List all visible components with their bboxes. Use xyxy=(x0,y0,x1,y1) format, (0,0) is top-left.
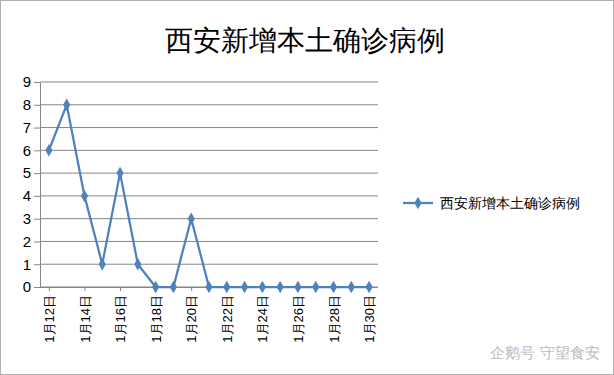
chart-frame xyxy=(1,1,614,375)
grid xyxy=(40,82,378,287)
x-tick: 1月22日 xyxy=(220,287,235,343)
y-axis-line xyxy=(40,83,41,288)
y-tick-label: 7 xyxy=(23,119,31,136)
series-marker xyxy=(223,281,230,293)
y-tick: 3 xyxy=(23,210,40,227)
y-tick: 6 xyxy=(23,142,40,159)
y-tick: 5 xyxy=(23,164,40,181)
series-marker xyxy=(312,281,319,293)
x-tick-mark xyxy=(49,287,50,291)
x-tick: 1月24日 xyxy=(255,287,270,343)
y-tick-mark xyxy=(34,196,40,197)
x-tick: 1月18日 xyxy=(149,287,164,343)
y-axis: 0 1 2 3 4 5 6 7 8 9 xyxy=(23,73,41,295)
y-tick-label: 9 xyxy=(23,73,31,90)
y-tick-mark xyxy=(34,264,40,265)
series-marker xyxy=(259,281,266,293)
y-tick-label: 6 xyxy=(23,142,31,159)
series-marker xyxy=(330,281,337,293)
x-tick-label: 1月20日 xyxy=(184,295,199,343)
series-marker xyxy=(205,281,212,293)
series-marker xyxy=(241,281,248,293)
grid-line xyxy=(40,173,378,174)
series-marker xyxy=(116,167,123,179)
x-tick-label: 1月26日 xyxy=(291,295,306,343)
y-tick-mark xyxy=(34,150,40,151)
x-tick: 1月30日 xyxy=(362,287,377,343)
legend: 西安新增本土确诊病例 xyxy=(403,195,580,211)
x-tick-mark xyxy=(120,287,121,291)
series-marker xyxy=(188,212,195,224)
x-axis: 1月12日 1月14日 1月16日 1月18日 1月20日 1月22日 1月24日 1月26日… xyxy=(40,287,378,343)
x-tick: 1月12日 xyxy=(42,287,57,343)
x-tick-label: 1月18日 xyxy=(149,295,164,343)
series-marker xyxy=(99,258,106,270)
series-marker xyxy=(277,281,284,293)
series-marker xyxy=(63,99,70,111)
grid-line xyxy=(40,264,378,265)
x-tick: 1月14日 xyxy=(78,287,93,343)
y-tick-mark xyxy=(34,287,40,288)
y-tick: 0 xyxy=(23,278,40,295)
series-marker xyxy=(134,258,141,270)
watermark: 企鹅号 守望食安 xyxy=(490,344,600,362)
y-tick-label: 8 xyxy=(23,96,31,113)
x-tick-mark xyxy=(191,287,192,291)
y-tick-label: 4 xyxy=(23,187,31,204)
series-line xyxy=(49,105,369,287)
x-tick: 1月20日 xyxy=(184,287,199,343)
x-tick-label: 1月30日 xyxy=(362,295,377,343)
y-tick: 7 xyxy=(23,119,40,136)
y-tick-mark xyxy=(34,128,40,129)
legend-marker xyxy=(414,197,421,209)
y-tick: 1 xyxy=(23,256,40,273)
series-marker xyxy=(170,281,177,293)
y-tick-mark xyxy=(34,105,40,106)
grid-line xyxy=(40,150,378,151)
x-tick-label: 1月24日 xyxy=(255,295,270,343)
y-tick-label: 0 xyxy=(23,278,31,295)
grid-line xyxy=(40,127,378,128)
y-tick: 9 xyxy=(23,73,40,90)
series-marker xyxy=(152,281,159,293)
y-tick-mark xyxy=(34,241,40,242)
y-tick-mark xyxy=(34,82,40,83)
y-tick: 2 xyxy=(23,233,40,250)
x-tick-label: 1月12日 xyxy=(42,295,57,343)
grid-line xyxy=(40,82,378,83)
x-tick-label: 1月16日 xyxy=(113,295,128,343)
x-tick-label: 1月14日 xyxy=(78,295,93,343)
series-marker xyxy=(366,281,373,293)
legend-label: 西安新增本土确诊病例 xyxy=(440,195,580,211)
grid-line xyxy=(40,241,378,242)
chart-title: 西安新增本土确诊病例 xyxy=(165,24,445,57)
grid-line xyxy=(40,104,378,105)
grid-line xyxy=(40,195,378,196)
chart: 西安新增本土确诊病例 0 1 2 3 4 5 6 7 8 9 1月12日 1月14日 1月16日 1月18日… xyxy=(0,0,614,375)
series-marker xyxy=(45,144,52,156)
x-tick-label: 1月22日 xyxy=(220,295,235,343)
x-tick: 1月16日 xyxy=(113,287,128,343)
y-tick-label: 5 xyxy=(23,164,31,181)
y-tick-label: 2 xyxy=(23,233,31,250)
x-tick: 1月28日 xyxy=(327,287,342,343)
y-tick: 8 xyxy=(23,96,40,113)
y-tick: 4 xyxy=(23,187,40,204)
x-tick-label: 1月28日 xyxy=(327,295,342,343)
y-tick-label: 3 xyxy=(23,210,31,227)
series-marker xyxy=(81,190,88,202)
x-tick-mark xyxy=(84,287,85,291)
y-tick-mark xyxy=(34,219,40,220)
x-tick: 1月26日 xyxy=(291,287,306,343)
y-tick-label: 1 xyxy=(23,256,31,273)
y-tick-mark xyxy=(34,173,40,174)
series-marker xyxy=(294,281,301,293)
series-marker xyxy=(348,281,355,293)
plot-area xyxy=(45,99,372,293)
